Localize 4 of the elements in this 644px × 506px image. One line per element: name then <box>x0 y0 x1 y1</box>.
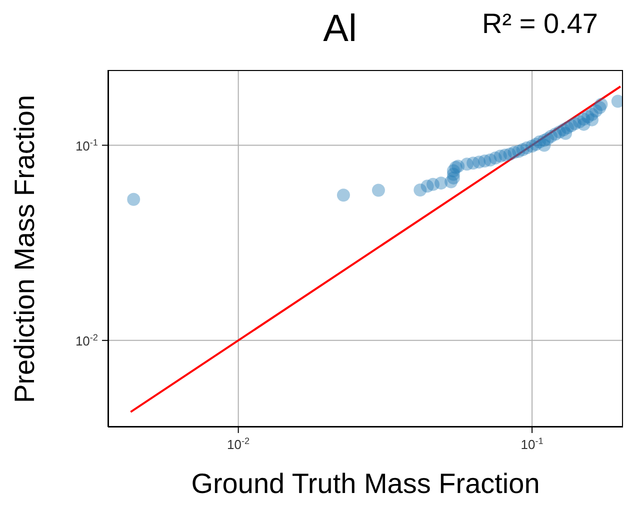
text: R² = 0.47 <box>482 8 598 39</box>
y-axis-title: Prediction Mass Fraction <box>9 94 40 403</box>
x-axis-title: Ground Truth Mass Fraction <box>191 468 540 499</box>
chart-title: Al <box>323 8 357 50</box>
